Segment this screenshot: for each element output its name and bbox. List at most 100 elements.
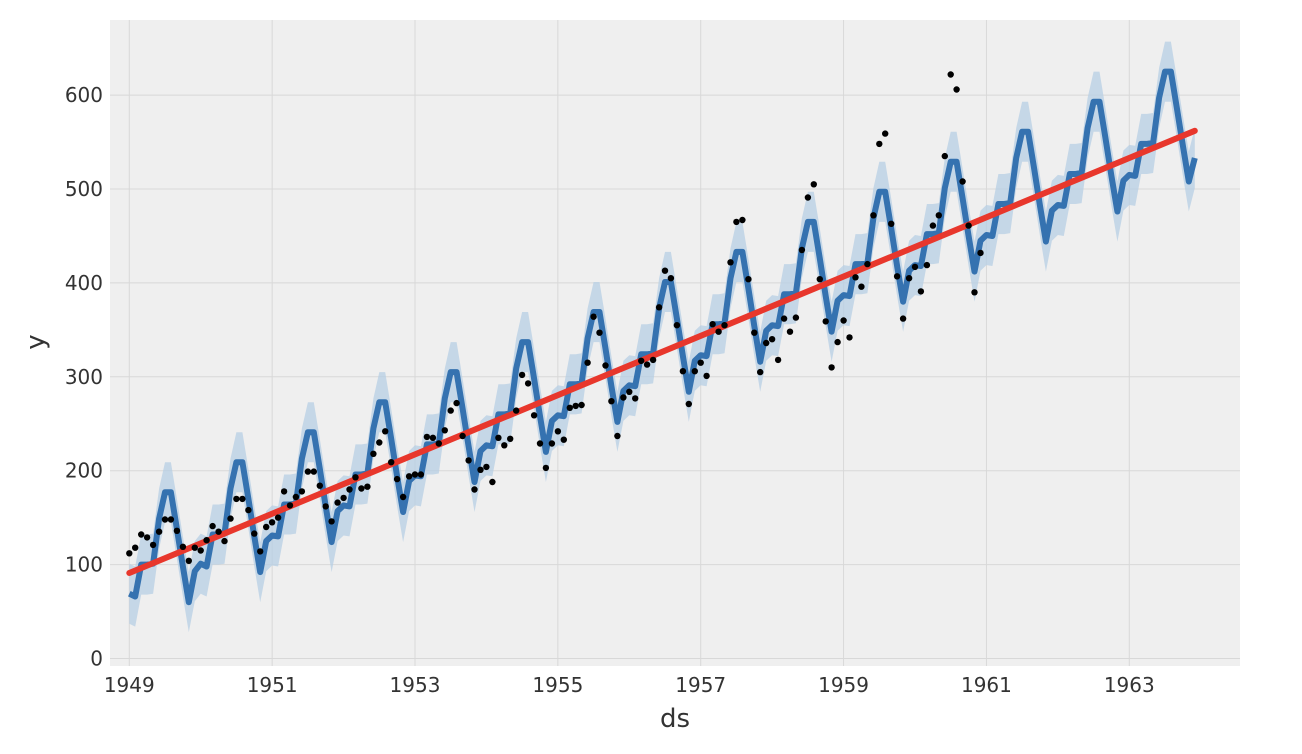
observed-point (227, 515, 234, 522)
observed-point (608, 398, 615, 405)
y-tick-label: 0 (90, 646, 103, 670)
observed-point (435, 440, 442, 447)
observed-point (126, 550, 133, 557)
observed-point (304, 468, 312, 475)
observed-point (834, 338, 841, 346)
observed-point (376, 439, 383, 446)
x-tick-label: 1959 (818, 673, 869, 697)
observed-point (941, 152, 948, 160)
observed-point (596, 329, 603, 336)
series-marks (126, 68, 1198, 606)
observed-point (554, 428, 562, 435)
observed-point (340, 494, 347, 502)
observed-point (286, 502, 294, 509)
observed-point (429, 434, 437, 441)
observed-point (388, 459, 395, 466)
observed-point (161, 516, 169, 523)
observed-point (215, 528, 222, 535)
y-axis-title: y (21, 334, 51, 349)
observed-point (477, 466, 484, 473)
y-tick-label: 500 (65, 177, 103, 201)
observed-point (661, 267, 669, 274)
observed-point (751, 329, 758, 336)
observed-point (882, 130, 889, 137)
observed-point (548, 440, 556, 447)
observed-point (292, 493, 300, 501)
observed-point (727, 259, 734, 266)
observed-point (905, 275, 913, 282)
observed-point (852, 274, 859, 281)
y-tick-label: 300 (65, 365, 103, 389)
observed-point (143, 534, 151, 541)
observed-point (774, 356, 782, 364)
observed-point (935, 212, 942, 219)
observed-point (179, 543, 187, 550)
observed-point (334, 499, 341, 506)
observed-point (888, 220, 895, 227)
observed-point (364, 483, 371, 490)
observed-point (257, 548, 264, 555)
observed-point (280, 488, 288, 495)
observed-point (893, 273, 901, 280)
observed-point (489, 478, 496, 486)
observed-point (864, 260, 871, 268)
observed-point (132, 544, 139, 551)
observed-point (786, 328, 794, 335)
observed-point (245, 506, 252, 514)
observed-point (465, 457, 472, 464)
observed-point (959, 178, 966, 185)
observed-point (649, 356, 657, 364)
x-tick-label: 1953 (390, 673, 441, 697)
observed-point (447, 407, 454, 414)
observed-point (715, 328, 722, 335)
observed-point (792, 314, 800, 321)
observed-point (209, 522, 216, 530)
observed-point (572, 402, 579, 410)
observed-point (947, 71, 954, 78)
observed-point (638, 357, 645, 364)
observed-point (768, 336, 776, 343)
observed-point (441, 427, 448, 434)
observed-point (590, 313, 597, 320)
observed-point (423, 433, 431, 441)
x-tick-label: 1957 (675, 673, 726, 697)
observed-point (739, 216, 746, 224)
forecast-line (128, 68, 1198, 606)
observed-point (382, 428, 389, 435)
observed-point (453, 399, 460, 407)
observed-point (810, 181, 817, 188)
observed-point (417, 471, 425, 478)
observed-point (870, 212, 877, 219)
observed-point (828, 364, 835, 371)
observed-point (911, 263, 919, 271)
plot-background (110, 20, 1240, 666)
observed-point (221, 537, 228, 545)
observed-point (673, 322, 681, 329)
observed-point (822, 318, 829, 325)
observed-point (524, 380, 532, 387)
observed-point (411, 471, 419, 478)
observed-point (899, 315, 907, 322)
observed-point (858, 283, 865, 290)
observed-point (763, 339, 770, 347)
observed-point (614, 432, 621, 440)
observed-point (263, 523, 270, 531)
observed-point (251, 530, 258, 537)
observed-point (602, 362, 609, 369)
observed-point (405, 473, 413, 480)
trend-line (126, 127, 1198, 576)
observed-point (274, 514, 282, 521)
observed-point (268, 519, 276, 526)
observed-point (876, 140, 883, 148)
y-tick-label: 100 (65, 553, 103, 577)
observed-point (298, 488, 306, 495)
observed-point (685, 400, 692, 408)
observed-point (173, 527, 181, 534)
observed-point (233, 495, 240, 503)
observed-point (804, 194, 812, 201)
observed-point (929, 222, 937, 229)
observed-point (310, 468, 317, 475)
x-tick-label: 1951 (247, 673, 298, 697)
